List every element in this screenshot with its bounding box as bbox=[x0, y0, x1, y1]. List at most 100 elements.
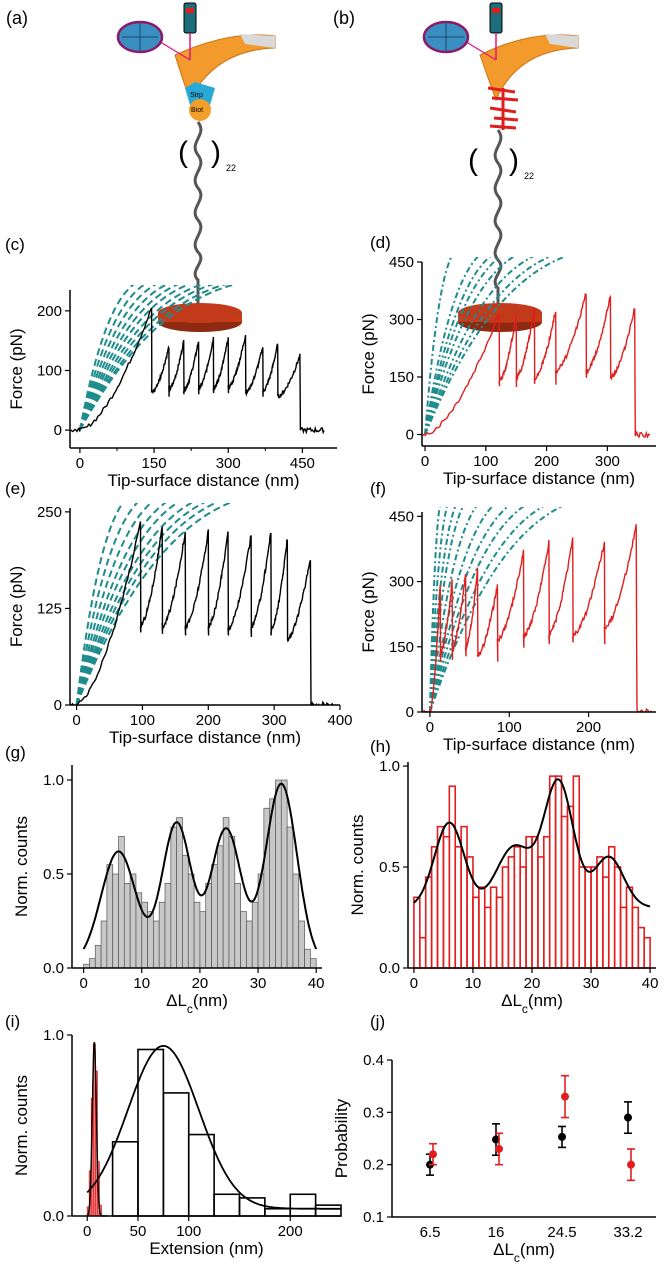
x-axis-label: Tip-surface distance (nm) bbox=[443, 735, 635, 754]
chart-panel-j: 0.1 0.2 0.3 0.4 6.5 16 24.5 33.2 (j) Probability Δ… bbox=[332, 1012, 656, 1265]
wlc-fit-curve bbox=[75, 503, 167, 705]
x-axis-label: Tip-surface distance (nm) bbox=[107, 471, 299, 490]
x-tick-label: 200 bbox=[534, 453, 559, 470]
force-trace bbox=[422, 293, 651, 439]
gaussian-fit-curve bbox=[413, 778, 651, 908]
histogram-bar bbox=[158, 901, 166, 969]
y-tick-label: 1.0 bbox=[43, 772, 64, 789]
wlc-fit-curve bbox=[424, 257, 567, 435]
y-tick-label: 0 bbox=[54, 697, 62, 714]
histogram-bar bbox=[584, 866, 592, 969]
histogram-bar bbox=[596, 856, 604, 969]
laser-icon bbox=[156, 2, 197, 61]
histogram-bar bbox=[170, 826, 178, 969]
histogram-bar bbox=[419, 936, 427, 969]
x-tick-label: 150 bbox=[142, 455, 167, 472]
biot-label: Biot bbox=[191, 107, 203, 114]
x-tick-label: 300 bbox=[262, 712, 287, 729]
wlc-fit-curve bbox=[78, 285, 157, 431]
x-tick-label: 33.2 bbox=[613, 1224, 642, 1241]
gaussian-fit-black bbox=[86, 1044, 341, 1210]
x-tick-label: 0 bbox=[72, 712, 80, 729]
histogram-bar bbox=[112, 873, 119, 969]
wlc-fit-curve bbox=[424, 257, 552, 435]
histogram-bar bbox=[554, 775, 563, 969]
bracket-left: ( bbox=[178, 136, 188, 169]
dna-molecule-icon bbox=[493, 129, 503, 318]
histogram-bar bbox=[251, 901, 259, 969]
x-tick-label: 200 bbox=[278, 1223, 303, 1240]
y-tick-label: 0.5 bbox=[379, 859, 400, 876]
y-axis-label: Force (pN) bbox=[359, 313, 378, 394]
data-point-red bbox=[429, 1150, 437, 1159]
x-axis-label: Tip-surface distance (nm) bbox=[109, 728, 301, 747]
x-tick-label: 100 bbox=[176, 1223, 201, 1240]
histogram-bar bbox=[519, 866, 527, 969]
x-tick-label: 200 bbox=[576, 719, 601, 736]
histogram-bar bbox=[89, 958, 96, 969]
histogram-bar bbox=[275, 779, 282, 969]
x-axis-label: Tip-surface distance (nm) bbox=[443, 469, 635, 488]
chart-panel-i: 0 50 100 200 0.0 1.0 (i) Norm. counts Extension … bbox=[5, 1012, 342, 1258]
histogram-bar bbox=[436, 825, 445, 969]
y-tick-label: 450 bbox=[389, 508, 414, 525]
histogram-bar bbox=[602, 876, 610, 969]
fit-curves bbox=[75, 503, 232, 705]
histogram-bar bbox=[234, 883, 241, 969]
y-tick-label: 300 bbox=[389, 312, 414, 329]
data-point-black bbox=[624, 1113, 632, 1122]
wlc-fit-curve bbox=[428, 507, 509, 712]
surface-disk-icon bbox=[458, 303, 542, 332]
force-trace bbox=[70, 307, 325, 435]
surface-disk-icon bbox=[158, 303, 242, 332]
force-extension-trace bbox=[424, 293, 651, 439]
wlc-fit-curve bbox=[428, 507, 563, 712]
x-tick-label: 6.5 bbox=[420, 1224, 441, 1241]
histogram-bar bbox=[292, 873, 300, 969]
panel-label: (h) bbox=[370, 737, 391, 756]
histogram-bar bbox=[153, 920, 160, 969]
histogram-bar bbox=[314, 1204, 342, 1217]
panel-label: (d) bbox=[370, 233, 391, 252]
histogram-bar bbox=[537, 856, 545, 969]
y-tick-label: 0 bbox=[54, 422, 62, 439]
histogram-bar bbox=[543, 835, 551, 969]
panel-label: (c) bbox=[5, 235, 25, 254]
y-tick-label: 0 bbox=[406, 704, 414, 721]
x-tick-label: 300 bbox=[216, 455, 241, 472]
wlc-fit-curve bbox=[428, 507, 448, 712]
y-tick-label: 1.0 bbox=[43, 1027, 64, 1044]
histogram-bar bbox=[176, 817, 183, 969]
force-extension-trace bbox=[76, 521, 334, 705]
wlc-fit-curve bbox=[75, 503, 193, 705]
wlc-fit-curve bbox=[424, 257, 515, 435]
histogram-bar bbox=[246, 920, 253, 969]
histogram-bar bbox=[199, 911, 207, 969]
x-tick-label: 300 bbox=[595, 453, 620, 470]
histogram-bar bbox=[240, 911, 247, 969]
wlc-fit-curve bbox=[428, 507, 478, 712]
data-point-red bbox=[627, 1160, 635, 1169]
histogram-bar bbox=[548, 775, 557, 969]
histogram-bar bbox=[211, 864, 218, 969]
y-tick-label: 150 bbox=[389, 639, 414, 656]
histogram-bar bbox=[619, 906, 628, 969]
x-tick-label: 200 bbox=[196, 712, 221, 729]
x-tick-label: 24.5 bbox=[547, 1224, 576, 1241]
y-tick-label: 250 bbox=[37, 504, 62, 521]
panel-label-b: (b) bbox=[333, 8, 355, 28]
y-tick-label: 0.1 bbox=[363, 1209, 384, 1226]
y-axis-label: Force (pN) bbox=[7, 566, 26, 647]
panel-label: (i) bbox=[5, 1012, 20, 1031]
y-tick-label: 0.0 bbox=[43, 1208, 64, 1225]
y-tick-label: 300 bbox=[389, 574, 414, 591]
force-trace bbox=[423, 524, 652, 712]
force-trace-lead bbox=[422, 433, 426, 437]
wlc-fit-curve bbox=[75, 503, 232, 705]
histogram-bar bbox=[187, 1133, 215, 1217]
bracket-right: ) bbox=[211, 136, 221, 169]
histogram-bar bbox=[590, 866, 598, 969]
chart-panel-c: 0 150 300 450 0 100 200 (c) Force (pN) Tip-surfac… bbox=[5, 235, 337, 490]
histogram-bar bbox=[637, 926, 645, 969]
histogram-bar bbox=[187, 873, 195, 969]
